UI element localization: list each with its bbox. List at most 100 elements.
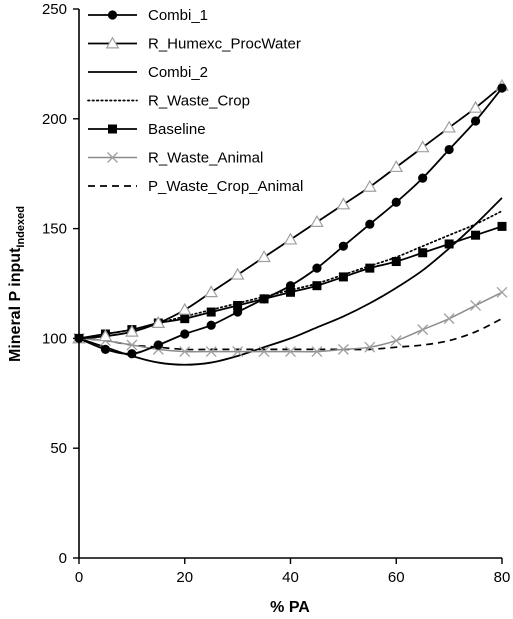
- y-tick-label: 50: [50, 440, 67, 457]
- data-point: [204, 285, 219, 298]
- data-point: [497, 221, 507, 231]
- data-point: [364, 341, 376, 353]
- data-point: [365, 263, 375, 273]
- x-axis-title: % PA: [270, 599, 310, 616]
- data-point: [312, 281, 322, 291]
- series-r-waste-animal: [73, 286, 508, 358]
- data-point: [418, 173, 428, 183]
- legend-label: Baseline: [148, 121, 206, 138]
- y-tick-label: 100: [42, 330, 67, 347]
- data-point: [233, 307, 243, 317]
- y-tick-label: 0: [59, 550, 67, 567]
- y-axis-title-subscript: Indexed: [15, 206, 27, 248]
- data-point: [125, 324, 139, 337]
- ticks: 0 50 100 150 200 250 0 20 40 60 80: [42, 1, 510, 586]
- data-point: [206, 307, 216, 317]
- data-point: [444, 239, 454, 249]
- legend-entry: P_Waste_Crop_Animal: [88, 178, 303, 195]
- series-combi-1: [74, 83, 507, 359]
- y-axis-title: Mineral P inputIndexed: [7, 206, 27, 362]
- series-r-humexc-procwater: [72, 78, 509, 344]
- x-tick-label: 40: [282, 569, 299, 586]
- data-point: [180, 314, 190, 324]
- data-point: [286, 287, 295, 297]
- data-point: [415, 140, 430, 153]
- legend-label: R_Humexc_ProcWater: [148, 36, 301, 53]
- series-line: [78, 317, 503, 351]
- legend-entry: Baseline: [88, 121, 206, 138]
- legend-label: R_Waste_Animal: [148, 150, 263, 167]
- data-point: [205, 346, 217, 358]
- data-point: [232, 346, 244, 358]
- data-point: [338, 241, 348, 251]
- legend-marker: [107, 10, 118, 20]
- data-point: [180, 329, 190, 339]
- data-point: [312, 263, 322, 273]
- data-point: [285, 346, 296, 358]
- legend-label: P_Waste_Crop_Animal: [148, 178, 303, 195]
- y-tick-label: 200: [42, 111, 67, 128]
- data-point: [151, 316, 166, 328]
- series-line: [78, 210, 503, 340]
- series-line: [78, 197, 503, 366]
- data-point: [257, 250, 271, 263]
- legend-entry: Combi_1: [88, 7, 208, 24]
- data-point: [496, 286, 508, 298]
- legend-entry: R_Waste_Crop: [87, 93, 250, 110]
- legend-entry: R_Waste_Animal: [88, 150, 263, 167]
- x-tick-label: 0: [75, 569, 83, 586]
- data-point: [365, 219, 375, 229]
- legend-marker: [108, 124, 117, 134]
- series-combi-2: [78, 197, 503, 366]
- data-point: [179, 346, 191, 358]
- legend-label: R_Waste_Crop: [148, 93, 250, 110]
- data-point: [391, 197, 401, 207]
- data-point: [471, 230, 481, 240]
- x-tick-label: 80: [494, 569, 511, 586]
- data-point: [336, 197, 351, 210]
- data-point: [233, 300, 243, 310]
- series-p-waste-crop-animal: [78, 317, 503, 351]
- data-point: [258, 346, 270, 358]
- legend-marker: [107, 152, 118, 163]
- data-point: [206, 320, 216, 330]
- data-point: [310, 215, 324, 227]
- data-point: [391, 257, 401, 267]
- data-point: [470, 300, 482, 311]
- data-point: [390, 335, 402, 347]
- data-point: [311, 346, 323, 358]
- series-r-waste-crop: [78, 210, 503, 340]
- x-tick-label: 20: [176, 569, 193, 586]
- data-point: [389, 160, 404, 173]
- data-point: [259, 294, 269, 304]
- data-point: [285, 281, 296, 291]
- y-tick-label: 250: [42, 1, 67, 18]
- data-point: [127, 349, 137, 359]
- data-point: [362, 179, 377, 192]
- data-point: [230, 267, 245, 280]
- legend-label: Combi_2: [148, 64, 208, 81]
- data-point: [153, 340, 163, 350]
- data-point: [283, 232, 298, 245]
- data-point: [470, 116, 481, 126]
- legend-entry: Combi_2: [88, 64, 208, 81]
- data-point: [444, 144, 454, 155]
- x-tick-label: 60: [388, 569, 405, 586]
- series-line: [78, 85, 503, 340]
- data-point: [177, 302, 192, 315]
- data-point: [443, 313, 455, 325]
- data-point: [497, 83, 507, 93]
- series-line: [78, 87, 503, 355]
- series-layer: [72, 78, 509, 366]
- y-axis-title-main: Mineral P input: [7, 247, 24, 362]
- data-point: [337, 343, 349, 355]
- legend-marker: [105, 36, 120, 49]
- data-point: [100, 344, 111, 354]
- data-point: [417, 324, 429, 336]
- data-point: [442, 120, 456, 133]
- data-point: [468, 100, 483, 113]
- data-point: [338, 272, 348, 282]
- y-tick-label: 150: [42, 221, 67, 238]
- data-point: [418, 248, 428, 258]
